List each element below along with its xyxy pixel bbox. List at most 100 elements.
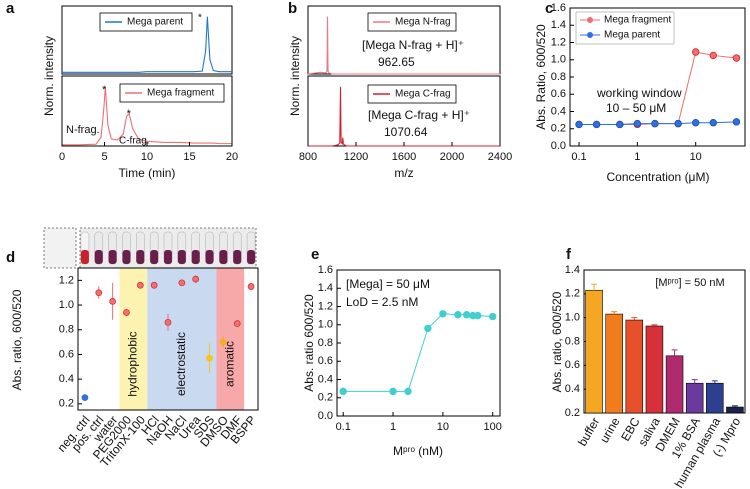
bar: [726, 406, 744, 414]
data-line: [307, 16, 500, 75]
y-tick-label: 0.4: [565, 383, 580, 395]
y-tick-label: 1.6: [551, 2, 566, 14]
y-axis-label: Abs. ratio, 600/520: [10, 289, 24, 390]
x-tick-label: 800: [299, 151, 317, 163]
panel-letter: b: [288, 0, 297, 17]
data-line: [343, 313, 493, 392]
y-tick-label: 0.2: [59, 398, 74, 410]
tube-liquid: [247, 250, 256, 264]
data-point: [178, 279, 186, 287]
x-tick-label: 10: [141, 151, 153, 163]
data-point: [692, 119, 700, 127]
shaded-region: [216, 268, 245, 410]
y-tick-label: 0.8: [551, 71, 566, 83]
data-point: [674, 119, 682, 128]
data-line: [308, 86, 500, 147]
error-bar: [631, 317, 638, 321]
tube-liquid: [94, 250, 103, 264]
x-axis-label: m/z: [394, 166, 413, 180]
panel-letter: a: [6, 0, 15, 17]
data-point: [651, 119, 659, 128]
y-tick-label: 0.2: [318, 392, 333, 404]
data-point: [633, 119, 642, 128]
legend-box: [367, 12, 457, 32]
y-axis-label: Abs. ratio 600/520: [302, 294, 316, 392]
panel-letter: d: [6, 249, 15, 266]
data-point: [462, 311, 471, 319]
y-tick-label: 0.8: [565, 335, 580, 347]
tube-liquid: [108, 250, 117, 264]
bar: [685, 382, 704, 414]
y-axis-label: Norm. intensity: [288, 36, 302, 116]
shaded-region: [119, 268, 148, 410]
y-tick-label: 0.4: [59, 373, 74, 385]
data-point: [692, 48, 700, 56]
error-bar: [671, 349, 678, 356]
x-tick-label: 15: [183, 151, 195, 163]
data-point: [136, 281, 144, 289]
bar: [605, 313, 623, 414]
data-point: [732, 54, 741, 62]
y-tick-label: 0.4: [318, 373, 333, 385]
data-point: [192, 275, 200, 283]
data-point: [220, 338, 227, 346]
annotation: LoD = 2.5 nM: [346, 295, 418, 309]
x-tick-label: 1600: [392, 151, 416, 163]
annotation: C-frag.: [119, 136, 150, 147]
data-point: [489, 312, 497, 321]
annotation: N-frag.: [66, 124, 100, 136]
y-tick-label: 1.2: [318, 300, 333, 312]
legend-box: [367, 84, 457, 104]
data-point: [592, 120, 601, 129]
x-tick-label: 20: [226, 151, 238, 163]
plot-frame: [336, 269, 501, 417]
error-bar: [711, 380, 718, 384]
y-tick-label: 1.0: [59, 299, 74, 311]
x-tick-label: buffer: [575, 415, 602, 448]
region-label: aromatic: [222, 341, 236, 387]
x-tick-label: 1: [390, 421, 396, 433]
x-tick-label: 1: [634, 151, 640, 163]
annotation: 1070.64: [384, 125, 428, 139]
annotation: [Mᵖʳᵒ] = 50 nM: [655, 277, 724, 289]
x-tick-label: 100: [484, 421, 502, 433]
data-point: [616, 120, 624, 129]
data-point: [732, 118, 741, 126]
annotation: 962.65: [378, 55, 415, 69]
annotation: *: [127, 108, 132, 120]
error-bar: [611, 311, 618, 315]
tube-liquid: [205, 250, 214, 264]
y-tick-label: 1.4: [318, 282, 333, 294]
x-tick-label: 2000: [440, 151, 464, 163]
tube-liquid: [177, 250, 186, 264]
data-point: [164, 318, 172, 326]
y-tick-label: 1.6: [318, 264, 333, 276]
x-tick-label: 10: [690, 151, 702, 163]
data-point: [389, 387, 397, 396]
legend-label: Mega N-frag: [395, 17, 451, 28]
annotation: [Mega C-frag + H]⁺: [368, 108, 470, 122]
y-tick-label: 1.2: [565, 288, 580, 300]
y-tick-label: 1.0: [551, 54, 566, 66]
y-tick-label: 0.6: [565, 359, 580, 371]
tube-liquid: [219, 250, 228, 264]
bar: [585, 289, 603, 414]
tube-liquid: [122, 250, 131, 264]
bar: [645, 325, 664, 414]
x-tick-label: 5: [101, 151, 107, 163]
data-point: [454, 311, 462, 319]
y-tick-label: 1.4: [551, 19, 566, 31]
legend-label: Mega parent: [127, 17, 183, 28]
x-axis-label: Mᵖʳᵒ (nM): [393, 444, 443, 458]
data-point: [474, 311, 482, 320]
x-tick-label: 1200: [344, 151, 368, 163]
y-tick-label: 0.0: [318, 410, 333, 422]
y-tick-label: 1.0: [318, 319, 333, 331]
y-tick-label: 1.2: [551, 36, 566, 48]
tube-liquid: [136, 250, 145, 264]
y-tick-label: 0.6: [59, 348, 74, 360]
bar: [665, 355, 684, 414]
data-point: [575, 120, 583, 129]
bar: [706, 382, 724, 414]
